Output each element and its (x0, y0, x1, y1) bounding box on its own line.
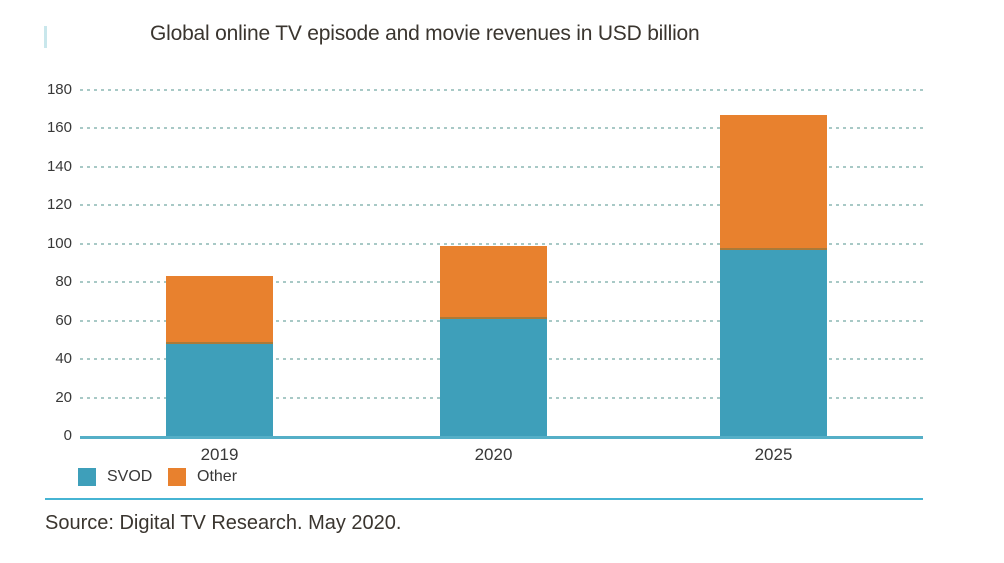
bar-segment-svod-2019 (166, 343, 273, 436)
bar-2019 (166, 276, 273, 436)
gridline-140 (80, 165, 923, 168)
x-axis-line (80, 436, 923, 439)
accent-mark (44, 26, 47, 48)
y-tick-label: 0 (63, 427, 72, 444)
x-tick-label-2025: 2025 (754, 445, 793, 464)
source-text: Source: Digital TV Research. May 2020. (45, 512, 402, 534)
bar-segment-other-2020 (440, 245, 547, 319)
legend-label: SVOD (107, 468, 153, 485)
y-tick-label: 160 (46, 119, 72, 137)
chart-title: Global online TV episode and movie reven… (150, 22, 700, 45)
y-tick-label: 120 (46, 196, 72, 214)
y-tick-label: 180 (46, 81, 72, 98)
bar-segment-other-2019 (166, 276, 273, 344)
legend-label: Other (197, 468, 238, 485)
legend-swatch-other (168, 468, 186, 486)
legend-item-other: Other (168, 468, 237, 486)
y-tick-label: 100 (46, 234, 72, 252)
y-tick-label: 40 (55, 350, 72, 368)
gridline-100 (80, 242, 923, 245)
y-tick-label: 140 (46, 157, 72, 175)
x-tick-label-2020: 2020 (474, 445, 513, 464)
stacked-bar-chart: 0 20 40 60 80 100 120 140 160 180 2019 2020 2025 (46, 81, 923, 464)
bar-segment-other-2025 (720, 114, 827, 250)
bar-2020 (440, 245, 547, 436)
gridline-180 (80, 89, 923, 91)
x-tick-label-2019: 2019 (200, 445, 239, 464)
legend: SVOD Other (0, 468, 1004, 492)
divider-line (45, 498, 923, 500)
bar-segment-svod-2020 (440, 318, 547, 436)
legend-item-svod: SVOD (78, 468, 152, 486)
y-tick-label: 60 (55, 311, 72, 329)
y-tick-label: 80 (55, 273, 72, 291)
gridline-120 (80, 204, 923, 207)
y-tick-label: 20 (55, 388, 72, 406)
bar-segment-svod-2025 (720, 249, 827, 436)
bar-2025 (720, 114, 827, 436)
legend-swatch-svod (78, 468, 96, 486)
gridline-160 (80, 127, 923, 130)
